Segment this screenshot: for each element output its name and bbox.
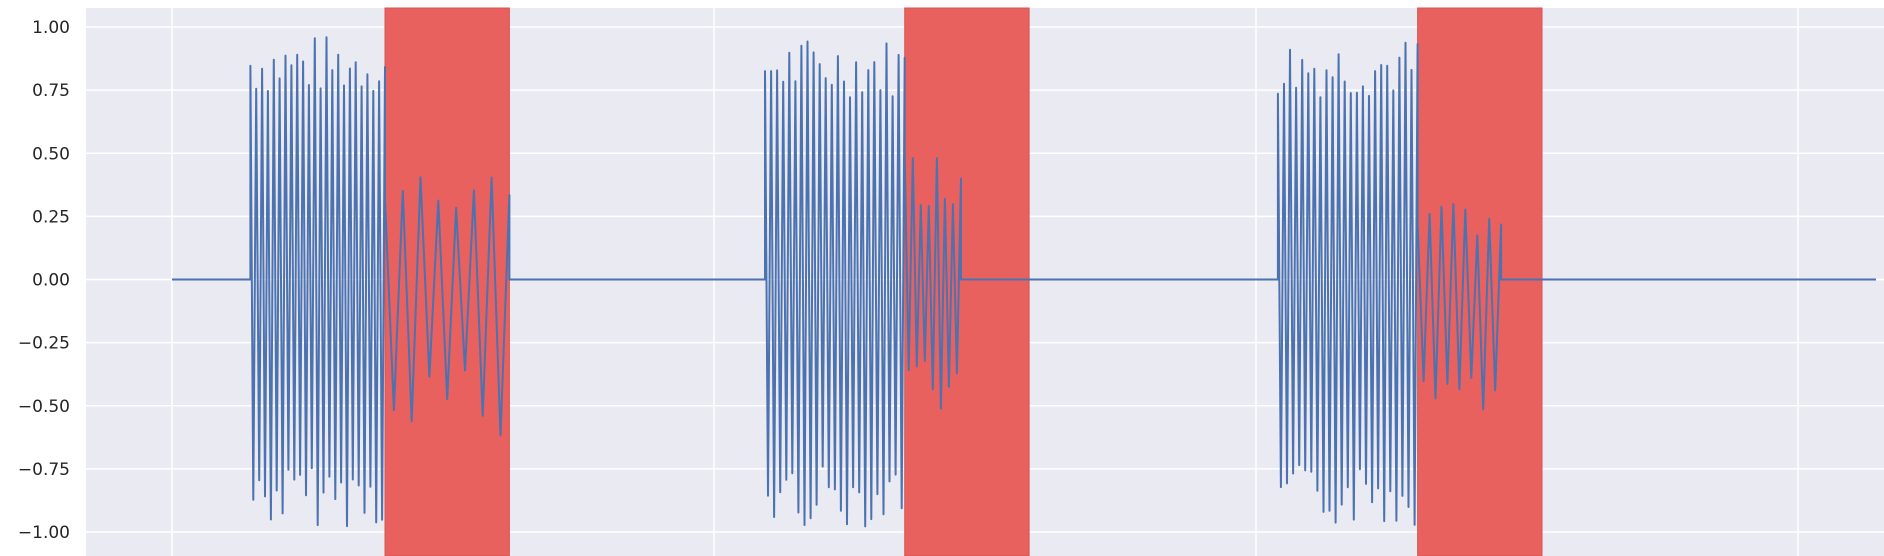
signal-line bbox=[172, 36, 1876, 528]
y-tick-label: −0.75 bbox=[18, 460, 70, 480]
y-axis-tick-labels: 1.00 0.75 0.50 0.25 0.00 −0.25 −0.50 −0.75 −1.00 bbox=[18, 18, 70, 543]
y-tick-label: 0.00 bbox=[32, 271, 70, 291]
y-tick-label: −0.25 bbox=[18, 334, 70, 354]
y-tick-label: 0.50 bbox=[32, 144, 70, 164]
highlight-region bbox=[904, 7, 1030, 556]
y-tick-label: −0.50 bbox=[18, 397, 70, 417]
y-tick-label: 1.00 bbox=[32, 18, 70, 38]
highlight-region bbox=[384, 7, 510, 556]
y-tick-label: −1.00 bbox=[18, 523, 70, 543]
vertical-gridlines bbox=[171, 8, 1799, 556]
y-tick-label: 0.75 bbox=[32, 81, 70, 101]
y-tick-label: 0.25 bbox=[32, 207, 70, 227]
